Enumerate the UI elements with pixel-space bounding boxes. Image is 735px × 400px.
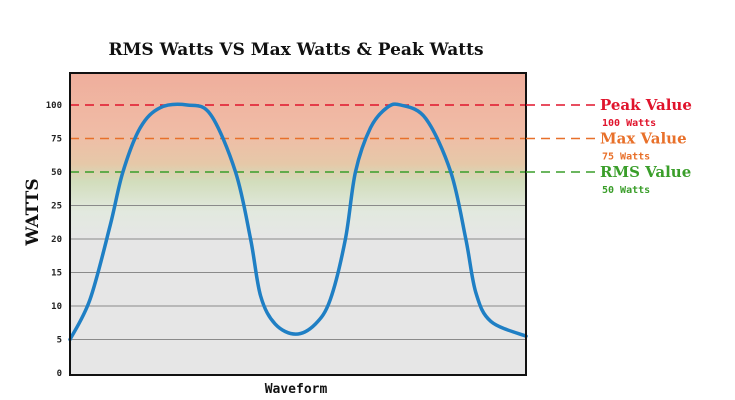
- y-tick-label: 15: [51, 269, 62, 279]
- y-tick-label: 0: [57, 369, 62, 379]
- y-tick-label: 20: [51, 235, 62, 245]
- reference-sublabel: 75 Watts: [602, 152, 650, 163]
- reference-sublabel: 100 Watts: [602, 118, 656, 129]
- reference-label: Max Value: [600, 130, 687, 148]
- waveform-line: [68, 102, 528, 342]
- y-tick-label: 10: [51, 302, 62, 312]
- y-tick-label: 25: [51, 202, 62, 212]
- y-tick-label: 100: [46, 101, 62, 111]
- y-tick-label: 50: [51, 168, 62, 178]
- x-axis-label: Waveform: [265, 382, 328, 397]
- chart-title: RMS Watts VS Max Watts & Peak Watts: [108, 40, 483, 60]
- y-tick-label: 5: [57, 336, 62, 346]
- y-tick-label: 75: [51, 135, 62, 145]
- reference-sublabel: 50 Watts: [602, 185, 650, 196]
- plot-background: [70, 73, 526, 375]
- reference-label: Peak Value: [600, 96, 692, 114]
- y-axis-label: WATTS: [23, 178, 43, 246]
- reference-label: RMS Value: [600, 163, 691, 181]
- plot-frame: [69, 72, 527, 376]
